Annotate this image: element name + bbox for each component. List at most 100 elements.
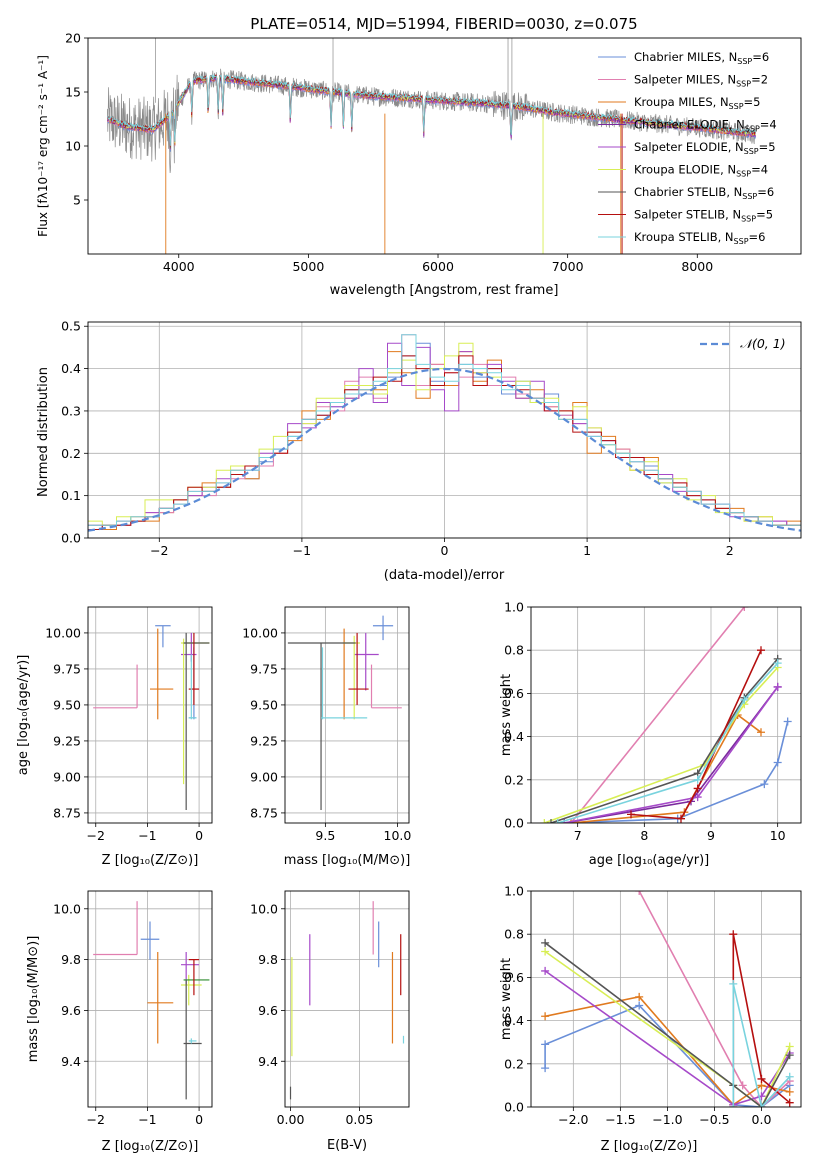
plus-marker: [773, 659, 782, 668]
legend-subscript: SSP: [729, 102, 744, 111]
legend-entry: Salpeter ELODIE, NSSP=5: [634, 140, 776, 156]
normal-curve: [88, 367, 801, 532]
x-tick-label: −2: [87, 828, 105, 843]
age-mass-xlabel: mass [log₁₀(M/M⊙)]: [284, 853, 411, 868]
plus-marker: [773, 682, 782, 691]
plot-area: [88, 322, 801, 538]
plus-marker: [757, 1074, 766, 1083]
model-spectrum: [107, 75, 756, 148]
weight-z-xlabel: Z [log₁₀(Z/Z⊙)]: [601, 1139, 698, 1154]
y-tick-label: 9.75: [53, 661, 81, 676]
plus-marker: [729, 979, 738, 988]
plus-marker: [627, 810, 635, 819]
x-tick-label: −1.5: [605, 1112, 635, 1127]
plus-marker: [635, 1001, 644, 1010]
y-tick-label: 10.00: [242, 625, 278, 640]
x-tick-label: 8000: [681, 259, 713, 274]
plus-marker: [541, 1040, 550, 1049]
x-tick-label: 10.0: [384, 828, 412, 843]
y-tick-label: 1.0: [504, 600, 524, 615]
axes-frame: [284, 606, 410, 824]
weight-line: [550, 658, 779, 823]
y-tick-label: 0.4: [504, 729, 524, 744]
x-tick-label: 0: [195, 1112, 203, 1127]
plus-marker: [783, 717, 792, 726]
weight-line: [544, 970, 791, 1106]
x-tick-label: 9.5: [315, 828, 335, 843]
x-tick-label: 0.05: [345, 1112, 373, 1127]
plus-marker: [738, 1081, 747, 1090]
y-tick-label: 9.00: [250, 769, 278, 784]
x-tick-label: 7000: [552, 259, 584, 274]
histogram-series: [88, 334, 801, 538]
plus-marker: [693, 793, 702, 802]
x-tick-label: −1: [138, 1112, 156, 1127]
legend-count: =4: [760, 118, 777, 132]
histogram-series: [88, 342, 801, 538]
plus-marker: [541, 966, 550, 975]
y-tick-label: 0.1: [61, 488, 81, 503]
spectrum-ylabel: Flux [fλ10⁻¹⁷ erg cm⁻² s⁻¹ A⁻¹]: [36, 55, 50, 237]
mass-vs-extinction-panel: 0.00 0.05 9.4 9.6 9.8 10.0: [250, 890, 410, 1127]
legend-entry: Chabrier STELIB, NSSP=6: [634, 185, 774, 201]
model-spectrum: [107, 76, 756, 150]
y-tick-label: 0.2: [504, 1056, 524, 1071]
plus-marker: [757, 728, 765, 737]
y-tick-label: 9.8: [61, 952, 81, 967]
legend-count: =5: [744, 95, 761, 109]
age-vs-mass-panel: 9.5 10.0 8.75 9.00 9.25 9.50 9.75 10.00: [242, 606, 412, 843]
weight-line: [544, 942, 791, 1107]
legend-count: =5: [759, 140, 776, 154]
plus-marker: [785, 1098, 794, 1107]
y-tick-label: 9.4: [258, 1054, 278, 1069]
plus-marker: [785, 1087, 794, 1096]
plus-marker: [785, 1042, 794, 1051]
plus-marker: [757, 1103, 766, 1107]
x-tick-label: 4000: [163, 259, 195, 274]
plus-marker: [760, 780, 769, 789]
plus-marker: [540, 819, 549, 823]
ebv-xlabel: E(B-V): [327, 1138, 367, 1153]
x-tick-label: −2: [87, 1112, 105, 1127]
legend-count: =6: [757, 185, 774, 199]
y-tick-label: 0.6: [504, 970, 524, 985]
x-tick-label: −2.0: [558, 1112, 588, 1127]
y-tick-label: 9.25: [250, 733, 278, 748]
y-tick-label: 0.2: [61, 446, 81, 461]
y-tick-label: 10.0: [53, 901, 81, 916]
plus-marker: [541, 1012, 550, 1021]
y-tick-label: 0.3: [61, 403, 81, 418]
legend-entry: Salpeter MILES, NSSP=2: [634, 73, 768, 89]
plus-marker: [693, 775, 702, 784]
weight-z-ylabel: mass weight: [499, 958, 514, 1040]
x-tick-label: −1: [293, 543, 311, 558]
y-tick-label: 0.0: [61, 531, 81, 546]
legend-subscript: SSP: [744, 147, 759, 156]
weight-line: [557, 662, 779, 823]
x-tick-label: 6000: [422, 259, 454, 274]
legend-entry: Chabrier ELODIE, NSSP=4: [634, 118, 777, 134]
x-tick-label: 0: [195, 828, 203, 843]
x-tick-label: −1.0: [652, 1112, 682, 1127]
x-tick-label: 0.00: [277, 1112, 305, 1127]
y-tick-label: 0.2: [504, 772, 524, 787]
x-tick-label: 0.0: [752, 1112, 772, 1127]
y-tick-label: 5: [73, 193, 81, 208]
y-tick-label: 9.6: [61, 1003, 81, 1018]
legend-count: =5: [756, 208, 773, 222]
y-tick-label: 1.0: [504, 884, 524, 899]
y-tick-label: 20: [65, 31, 81, 46]
y-tick-label: 0.5: [61, 319, 81, 334]
plus-marker: [541, 1064, 550, 1073]
y-tick-label: 9.4: [61, 1054, 81, 1069]
age-vs-metallicity-panel: −2 −1 0 8.75 9.00 9.25 9.50 9.75 10.00: [45, 606, 213, 843]
plot-area: [285, 891, 409, 1107]
plot-area: [88, 891, 212, 1107]
weight-vs-age-panel: 7 8 9 10 0.0 0.2 0.4 0.6 0.8 1.0: [504, 600, 802, 843]
y-tick-label: 0.6: [504, 686, 524, 701]
legend-entry: Salpeter STELIB, NSSP=5: [634, 208, 773, 224]
y-tick-label: 9.25: [53, 733, 81, 748]
y-tick-label: 10.00: [45, 625, 81, 640]
model-spectrum: [107, 74, 756, 149]
histogram-xlabel: (data-model)/error: [384, 568, 505, 583]
